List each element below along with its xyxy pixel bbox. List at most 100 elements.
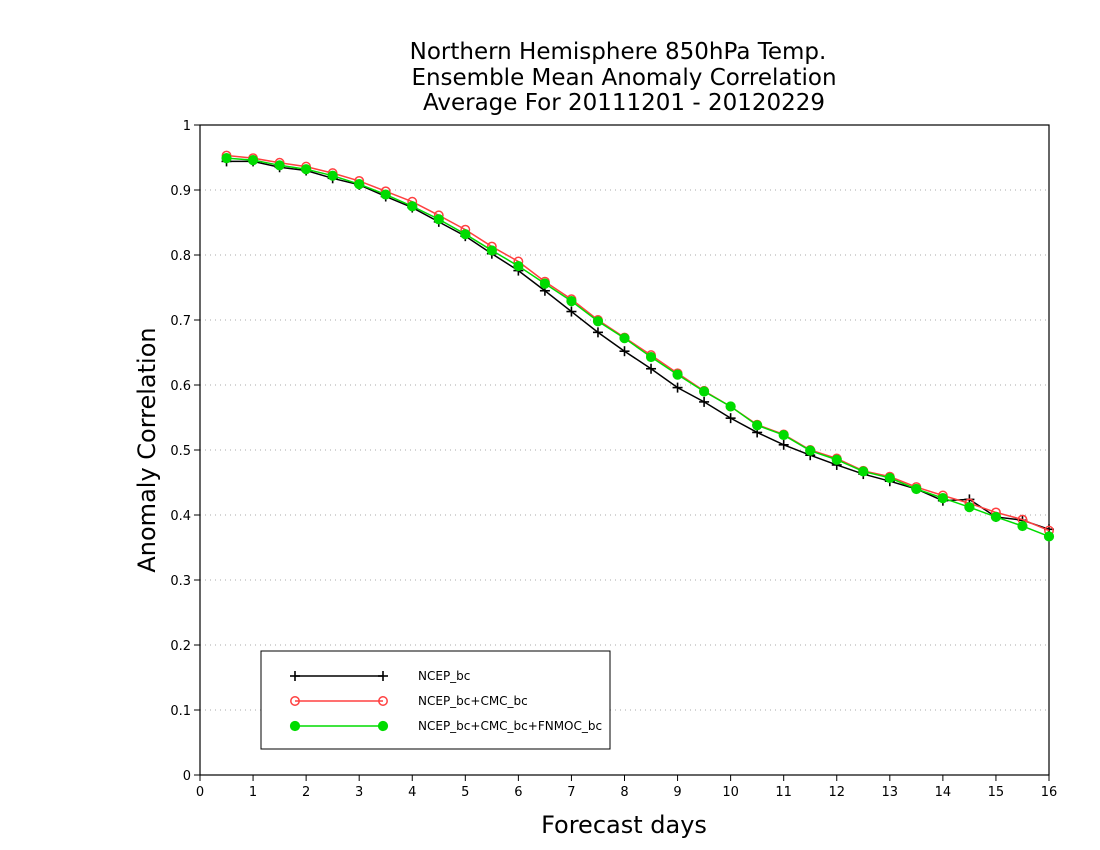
filled-circle-marker: [831, 454, 842, 465]
x-tick-label: 6: [514, 785, 522, 800]
x-tick-label: 9: [673, 785, 681, 800]
plus-marker: [778, 439, 789, 450]
filled-circle-marker: [433, 214, 444, 225]
title-line-2: Ensemble Mean Anomaly Correlation: [411, 65, 836, 91]
x-tick-label: 14: [935, 785, 952, 800]
filled-circle-marker: [619, 333, 630, 344]
y-tick-label: 0.7: [170, 314, 191, 329]
filled-circle-marker: [964, 502, 975, 513]
legend-item: NCEP_bc+CMC_bc: [290, 694, 528, 708]
filled-circle-marker: [592, 316, 604, 327]
y-tick-label: 1: [183, 119, 191, 134]
series-group: [221, 150, 1055, 542]
filled-circle-marker: [539, 278, 551, 289]
y-tick-label: 0.4: [170, 509, 191, 524]
y-tick-label: 0.1: [170, 704, 191, 719]
filled-circle-marker: [911, 483, 922, 495]
y-axis: 0 0.1 0.2 0.3 0.4 0.5 0.6 0.7 0.8 0.9 1: [170, 119, 200, 784]
filled-circle-marker: [486, 245, 497, 256]
title-line-3: Average For 20111201 - 20120229: [423, 90, 825, 116]
y-tick-label: 0.8: [170, 249, 191, 264]
y-tick-label: 0.2: [170, 639, 191, 654]
x-axis: 0 1 2 3 4 5 6 7 8 9 10 11 12 13 14 15 16: [196, 775, 1057, 800]
filled-circle-marker: [1043, 531, 1055, 542]
filled-circle-marker: [778, 429, 789, 441]
open-circle-marker: [378, 696, 388, 706]
plus-marker: [592, 327, 603, 338]
gridlines: [200, 189, 1049, 711]
filled-circle-marker: [672, 369, 683, 380]
chart-title: Northern Hemisphere 850hPa Temp. Ensembl…: [410, 39, 837, 116]
filled-circle-marker: [990, 511, 1002, 523]
filled-circle-marker: [698, 386, 710, 397]
filled-circle-marker: [645, 351, 657, 363]
filled-circle-marker: [1017, 520, 1028, 532]
plus-marker: [725, 413, 736, 424]
filled-circle-marker: [513, 260, 524, 272]
y-tick-label: 0: [183, 769, 191, 784]
y-tick-label: 0.6: [170, 379, 191, 394]
plus-marker: [290, 671, 300, 681]
filled-circle-marker: [301, 164, 312, 175]
y-tick-label: 0.9: [170, 184, 191, 199]
filled-circle-marker: [247, 155, 259, 166]
filled-circle-marker: [221, 153, 232, 164]
x-tick-label: 12: [828, 785, 845, 800]
legend-box: [260, 650, 611, 750]
legend-label: NCEP_bc: [418, 669, 470, 683]
filled-circle-marker: [289, 720, 301, 732]
series-line: [226, 157, 1050, 538]
filled-circle-marker: [407, 201, 418, 212]
legend-item: NCEP_bc: [290, 669, 470, 683]
legend-items: NCEP_bc NCEP_bc+CMC_bc NCEP_bc+CMC_bc+FNMO…: [289, 669, 602, 733]
filled-circle-marker: [354, 179, 365, 190]
filled-circle-marker: [566, 296, 577, 307]
legend: NCEP_bc NCEP_bc+CMC_bc NCEP_bc+CMC_bc+FNMO…: [260, 650, 611, 750]
x-tick-label: 7: [567, 785, 575, 800]
x-tick-label: 5: [461, 785, 469, 800]
x-tick-label: 15: [988, 785, 1005, 800]
title-line-1: Northern Hemisphere 850hPa Temp.: [410, 39, 827, 65]
series-line: [226, 154, 1050, 532]
plus-marker: [619, 346, 630, 357]
filled-circle-marker: [858, 466, 869, 477]
x-tick-label: 11: [775, 785, 792, 800]
filled-circle-marker: [460, 229, 471, 240]
x-tick-label: 3: [355, 785, 363, 800]
plus-marker: [378, 671, 388, 681]
x-tick-label: 8: [620, 785, 628, 800]
series-0: [221, 156, 1054, 535]
plus-marker: [672, 382, 683, 393]
legend-label: NCEP_bc+CMC_bc: [418, 694, 528, 708]
x-axis-label: Forecast days: [541, 811, 707, 839]
filled-circle-marker: [884, 472, 895, 484]
y-tick-label: 0.5: [170, 444, 191, 459]
legend-item: NCEP_bc+CMC_bc+FNMOC_bc: [289, 719, 602, 733]
series-1: [221, 150, 1054, 536]
x-tick-label: 0: [196, 785, 204, 800]
series-line: [226, 160, 1050, 531]
filled-circle-marker: [377, 720, 389, 732]
plus-marker: [699, 396, 710, 407]
x-tick-label: 16: [1041, 785, 1058, 800]
filled-circle-marker: [805, 445, 816, 456]
y-tick-label: 0.3: [170, 574, 191, 589]
y-axis-label: Anomaly Correlation: [133, 327, 161, 572]
x-tick-label: 2: [302, 785, 310, 800]
legend-label: NCEP_bc+CMC_bc+FNMOC_bc: [418, 719, 602, 733]
x-tick-label: 1: [249, 785, 257, 800]
filled-circle-marker: [327, 170, 338, 181]
plus-marker: [566, 306, 577, 317]
filled-circle-marker: [274, 160, 285, 171]
plus-marker: [646, 363, 657, 374]
x-tick-label: 4: [408, 785, 416, 800]
filled-circle-marker: [937, 493, 948, 504]
open-circle-marker: [290, 696, 300, 706]
filled-circle-marker: [752, 420, 763, 431]
x-tick-label: 13: [882, 785, 899, 800]
series-2: [221, 153, 1055, 542]
filled-circle-marker: [725, 401, 736, 412]
filled-circle-marker: [380, 189, 391, 200]
x-tick-label: 10: [722, 785, 739, 800]
